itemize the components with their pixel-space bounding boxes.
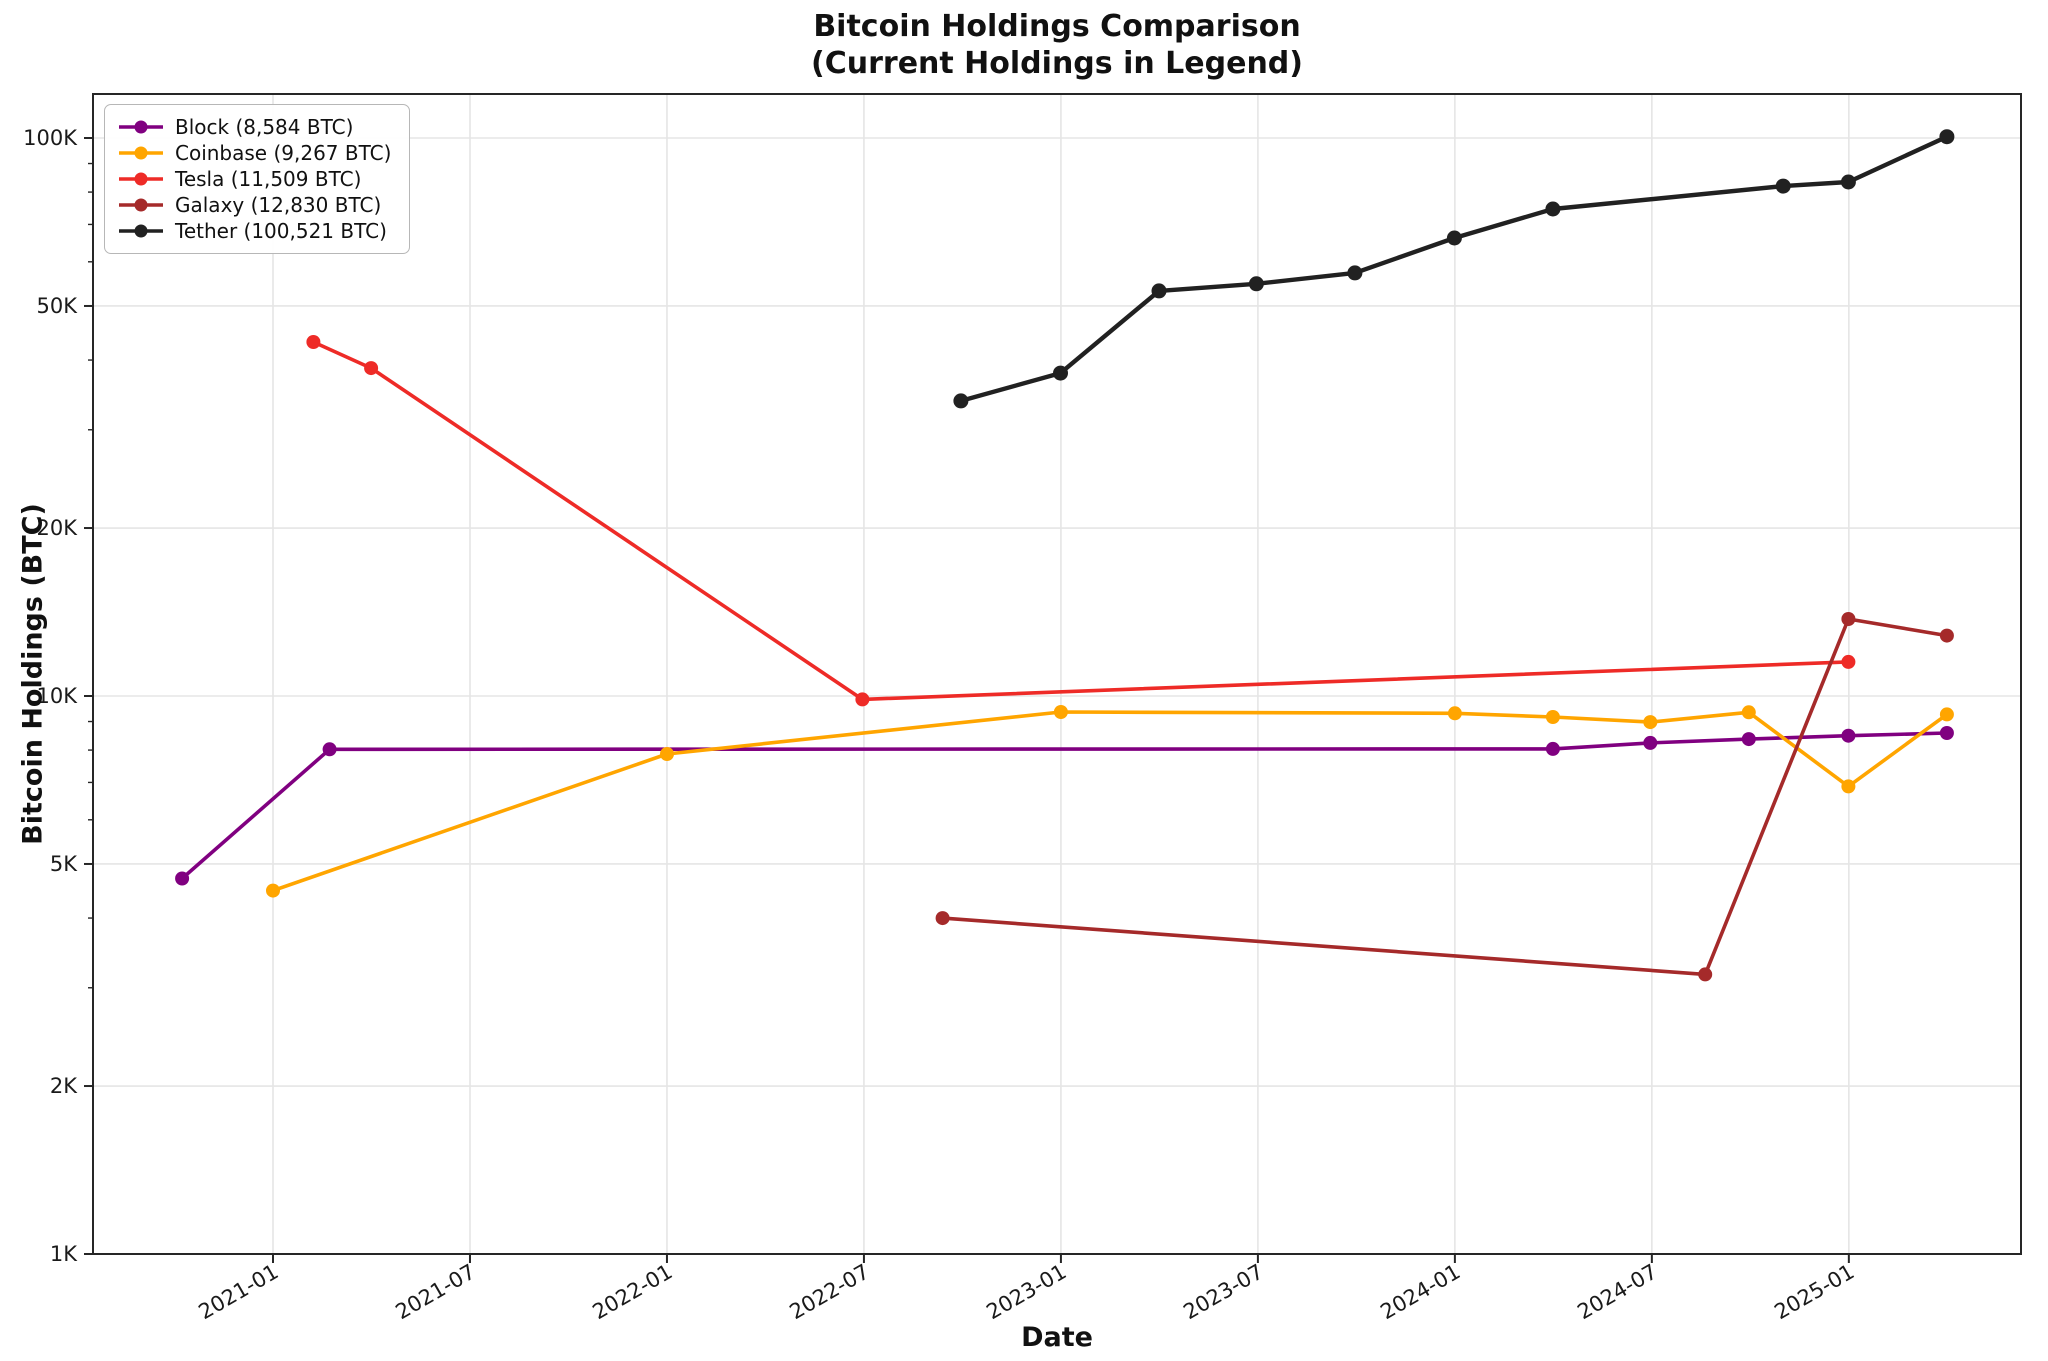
legend-label: Block (8,584 BTC) (175, 115, 354, 139)
data-point-galaxy (1841, 612, 1856, 626)
data-point-tether (1446, 230, 1462, 246)
data-point-block (1545, 741, 1560, 756)
legend-item-coinbase: Coinbase (9,267 BTC) (117, 140, 391, 166)
x-tick-label: 2024-07 (1573, 1260, 1661, 1325)
data-point-coinbase (1939, 707, 1954, 722)
legend-item-tether: Tether (100,521 BTC) (117, 218, 391, 244)
y-tick-label: 2K (50, 1074, 78, 1098)
data-point-coinbase (660, 747, 674, 761)
chart-title-line1: Bitcoin Holdings Comparison (813, 9, 1301, 44)
legend-marker-icon (119, 146, 163, 160)
data-point-tether (1347, 265, 1363, 281)
data-point-coinbase (266, 883, 280, 898)
series-line-block (180, 731, 1949, 881)
x-tick-label: 2023-07 (1179, 1260, 1267, 1325)
legend-item-block: Block (8,584 BTC) (117, 114, 391, 140)
data-point-coinbase (1053, 705, 1068, 719)
chart-title: Bitcoin Holdings Comparison (Current Hol… (93, 8, 2021, 82)
legend: Block (8,584 BTC) Coinbase (9,267 BTC) Tes… (104, 104, 411, 254)
data-point-coinbase (1741, 705, 1756, 720)
data-point-tesla (855, 692, 870, 707)
data-point-coinbase (1643, 715, 1658, 730)
x-axis-label: Date (1021, 1322, 1093, 1353)
legend-label: Coinbase (9,267 BTC) (175, 141, 392, 165)
series-line-galaxy (940, 617, 1949, 977)
data-point-galaxy (935, 911, 950, 926)
data-point-tesla (306, 335, 321, 349)
data-point-tether (1151, 283, 1167, 299)
x-tick-label: 2025-01 (1770, 1260, 1858, 1325)
y-tick-label: 20K (37, 516, 79, 540)
data-point-galaxy (1698, 967, 1713, 982)
data-point-coinbase (1545, 710, 1560, 724)
y-axis-label: Bitcoin Holdings (BTC) (17, 503, 49, 845)
data-point-tether (1545, 201, 1561, 217)
data-point-coinbase (1447, 706, 1462, 721)
data-point-galaxy (1939, 628, 1954, 643)
data-point-tether (1248, 276, 1264, 292)
chart-title-line2: (Current Holdings in Legend) (811, 46, 1303, 81)
data-point-tether (1939, 129, 1955, 145)
data-point-block (1643, 735, 1658, 750)
y-tick-label: 50K (37, 294, 79, 318)
data-point-block (175, 871, 190, 886)
data-point-block (1741, 732, 1756, 747)
legend-label: Galaxy (12,830 BTC) (175, 193, 382, 217)
data-point-coinbase (1841, 779, 1856, 794)
legend-marker-icon (119, 172, 163, 186)
legend-marker-icon (119, 120, 163, 134)
data-point-tether (953, 393, 969, 409)
x-tick-label: 2022-01 (588, 1260, 676, 1325)
x-tick-label: 2024-01 (1376, 1260, 1464, 1325)
data-point-tether (1775, 178, 1791, 194)
data-point-block (1841, 728, 1856, 743)
data-point-tesla (1841, 654, 1856, 669)
legend-label: Tesla (11,509 BTC) (175, 167, 362, 191)
data-point-block (322, 742, 337, 757)
data-point-block (1939, 726, 1954, 740)
legend-item-tesla: Tesla (11,509 BTC) (117, 166, 391, 192)
x-tick-label: 2022-07 (785, 1260, 873, 1325)
x-tick-label: 2023-01 (982, 1260, 1070, 1325)
y-tick-label: 10K (37, 684, 79, 708)
plot-border (92, 93, 2022, 1255)
legend-item-galaxy: Galaxy (12,830 BTC) (117, 192, 391, 218)
legend-marker-icon (119, 198, 163, 212)
x-tick-label: 2021-01 (195, 1260, 283, 1325)
y-tick-label: 5K (50, 852, 78, 876)
legend-label: Tether (100,521 BTC) (175, 219, 387, 243)
data-point-tether (1053, 365, 1068, 381)
y-tick-label: 1K (50, 1242, 78, 1266)
y-tick-label: 100K (23, 126, 78, 150)
data-point-tesla (364, 361, 379, 376)
x-tick-label: 2021-07 (391, 1260, 479, 1325)
data-point-tether (1840, 174, 1856, 190)
legend-marker-icon (119, 224, 163, 238)
series-line-tesla (311, 340, 1851, 702)
series-line-tether (958, 134, 1950, 404)
